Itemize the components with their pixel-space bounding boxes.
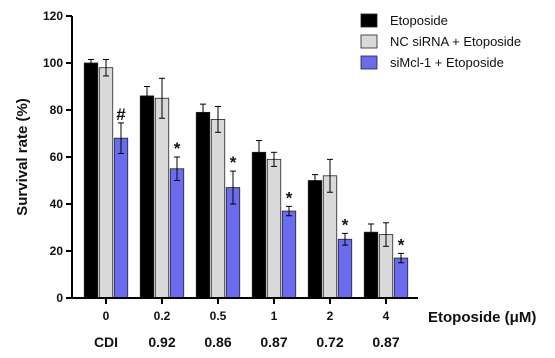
x-axis-title: Etoposide (μM) — [428, 309, 536, 326]
bar — [154, 97, 170, 299]
bar — [83, 62, 99, 299]
bar — [169, 168, 185, 299]
significance-marks-layer: # * * * * * — [116, 105, 404, 254]
bar — [251, 151, 267, 299]
bar — [266, 158, 282, 299]
bar — [307, 180, 323, 299]
significance-mark: * — [342, 215, 349, 234]
bar — [322, 175, 338, 299]
legend: Etoposide NC siRNA + Etoposide siMcl-1 + E… — [360, 13, 521, 70]
legend-label: siMcl-1 + Etoposide — [390, 55, 504, 70]
bar — [98, 67, 114, 299]
legend-label: NC siRNA + Etoposide — [390, 34, 521, 49]
x-labels-layer: 0 0.2 0.5 1 2 4 — [103, 298, 390, 323]
significance-mark: * — [398, 235, 405, 254]
y-tick-label: 20 — [50, 244, 64, 258]
y-ticks-layer: 0 20 40 60 80 100 120 — [43, 9, 72, 305]
legend-swatch — [360, 34, 378, 49]
bar — [195, 111, 211, 299]
y-tick-label: 0 — [56, 291, 63, 305]
significance-mark: * — [174, 139, 181, 158]
legend-swatch — [360, 13, 378, 28]
x-tick-label: 0.2 — [154, 309, 171, 323]
y-tick-label: 80 — [50, 103, 64, 117]
cdi-value: 0.86 — [204, 334, 231, 350]
significance-mark: * — [286, 188, 293, 207]
x-tick-label: 4 — [383, 309, 390, 323]
bar — [139, 95, 155, 299]
y-axis-title: Survival rate (%) — [14, 98, 31, 216]
x-tick-label: 1 — [271, 309, 278, 323]
bar — [363, 231, 379, 299]
cdi-value: 0.87 — [372, 334, 399, 350]
x-tick-label: 0.5 — [210, 309, 227, 323]
bar — [113, 137, 129, 299]
bar — [337, 238, 353, 299]
x-tick-label: 0 — [103, 309, 110, 323]
cdi-row: CDI 0.92 0.86 0.87 0.72 0.87 — [94, 334, 400, 350]
significance-mark: * — [230, 153, 237, 172]
legend-label: Etoposide — [390, 13, 448, 28]
cdi-value: 0.87 — [260, 334, 287, 350]
error-bars-layer — [88, 58, 404, 264]
cdi-value: 0.72 — [316, 334, 343, 350]
bar — [210, 119, 226, 299]
significance-mark: # — [116, 105, 126, 124]
cdi-row-label: CDI — [94, 334, 118, 350]
bar — [281, 210, 297, 299]
cdi-value: 0.92 — [148, 334, 175, 350]
x-tick-label: 2 — [327, 309, 334, 323]
bar — [393, 257, 409, 299]
y-tick-label: 60 — [50, 150, 64, 164]
y-tick-label: 100 — [43, 56, 63, 70]
y-tick-label: 40 — [50, 197, 64, 211]
legend-swatch — [360, 55, 378, 70]
y-tick-label: 120 — [43, 9, 63, 23]
bars-layer — [83, 62, 409, 299]
